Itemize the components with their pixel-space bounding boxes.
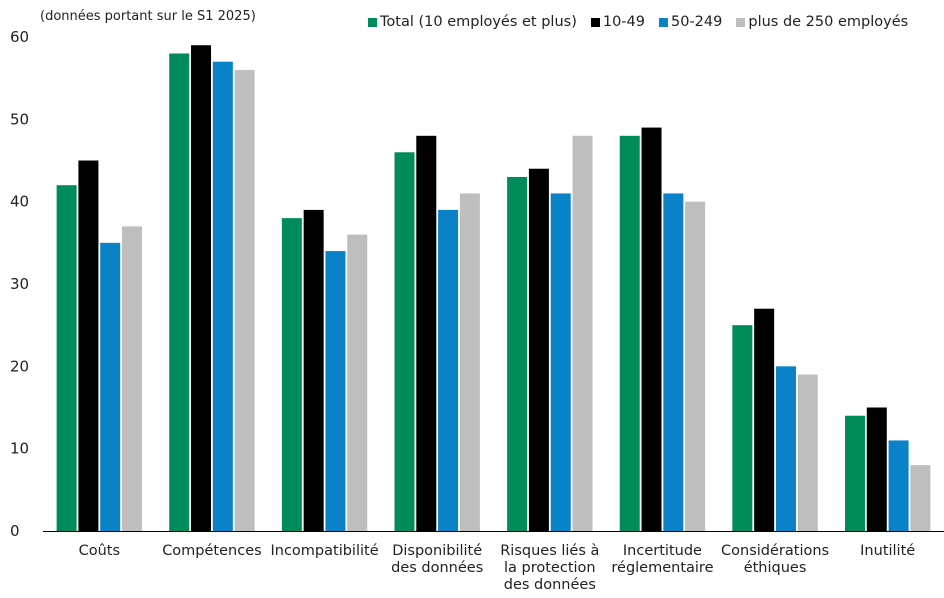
x-tick-label: des données: [504, 577, 596, 593]
legend-label-total: Total (10 employés et plus): [380, 14, 577, 30]
bar: [56, 185, 77, 531]
x-tick-label: réglementaire: [611, 560, 713, 576]
x-tick-label: Incertitude: [623, 543, 702, 559]
bar: [528, 168, 549, 531]
legend-item-50-249: 50-249: [659, 14, 722, 30]
y-tick-label: 60: [10, 28, 29, 46]
bar: [754, 308, 775, 531]
bar: [438, 209, 459, 531]
bar: [572, 135, 593, 532]
x-tick-label: Inutilité: [860, 543, 915, 559]
y-tick-label: 0: [10, 522, 20, 540]
y-tick-label: 30: [10, 275, 29, 293]
legend-label-250-plus: plus de 250 employés: [748, 14, 909, 30]
legend-swatch-total: [368, 17, 377, 27]
x-tick-label: éthiques: [744, 560, 807, 576]
bar: [281, 218, 302, 531]
bar: [866, 407, 887, 531]
bar: [212, 61, 233, 531]
bar: [888, 440, 909, 531]
x-tick-label: la protection: [504, 560, 596, 576]
legend-item-10-49: 10-49: [590, 14, 645, 30]
bar: [394, 152, 415, 531]
bar: [459, 193, 480, 531]
legend-label-50-249: 50-249: [671, 14, 723, 30]
x-tick-label: Compétences: [162, 543, 262, 559]
bar: [78, 160, 99, 531]
bar: [100, 242, 121, 532]
legend-swatch-250-plus: [736, 17, 746, 27]
bar: [416, 135, 437, 532]
bar: [641, 127, 662, 532]
bar: [663, 193, 684, 531]
bar: [234, 69, 255, 531]
chart-legend: Total (10 employés et plus) 10-49 50-249…: [368, 14, 908, 30]
bar: [619, 135, 640, 532]
legend-item-total: Total (10 employés et plus): [368, 14, 577, 30]
chart-note: (données portant sur le S1 2025): [40, 9, 256, 24]
bar: [685, 201, 706, 531]
x-tick-label: des données: [391, 560, 483, 576]
x-tick-label: Risques liés à: [500, 543, 599, 559]
bar: [122, 226, 143, 531]
bar: [347, 234, 368, 531]
bar: [303, 209, 324, 531]
legend-item-250-plus: plus de 250 employés: [736, 14, 908, 30]
bar: [797, 374, 818, 531]
bar: [550, 193, 571, 531]
legend-swatch-50-249: [659, 17, 668, 27]
x-tick-label: Disponibilité: [392, 543, 482, 559]
y-tick-label: 50: [10, 110, 29, 128]
bar: [325, 251, 346, 532]
legend-swatch-10-49: [590, 17, 600, 27]
x-tick-label: Considérations: [721, 543, 829, 559]
bar: [507, 176, 528, 531]
x-tick-label: Coûts: [79, 543, 120, 559]
y-tick-label: 10: [10, 440, 29, 458]
legend-label-10-49: 10-49: [602, 14, 645, 30]
bar: [191, 45, 212, 531]
x-tick-label: Incompatibilité: [270, 543, 378, 559]
y-tick-label: 20: [10, 357, 29, 375]
y-tick-label: 40: [10, 193, 29, 211]
bar: [910, 465, 931, 531]
bar: [169, 53, 190, 531]
bar: [732, 325, 753, 531]
bar: [844, 415, 865, 531]
bar: [775, 366, 796, 531]
